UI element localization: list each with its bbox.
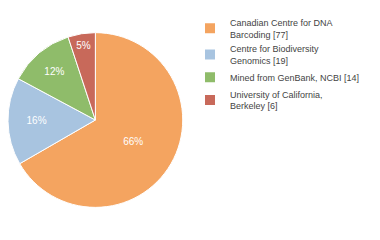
svg-text:University of California,Berke: University of California,Berkeley [6] [230,90,323,112]
svg-text:Mined from GenBank, NCBI [14]: Mined from GenBank, NCBI [14] [230,73,359,83]
svg-text:16%: 16% [27,115,47,126]
svg-text:Canadian Centre for DNABarcodi: Canadian Centre for DNABarcoding [77] [230,18,333,40]
svg-text:66%: 66% [123,136,143,147]
svg-text:Centre for BiodiversityGenomic: Centre for BiodiversityGenomics [19] [230,44,319,66]
svg-text:12%: 12% [44,66,64,77]
svg-text:5%: 5% [76,40,91,51]
